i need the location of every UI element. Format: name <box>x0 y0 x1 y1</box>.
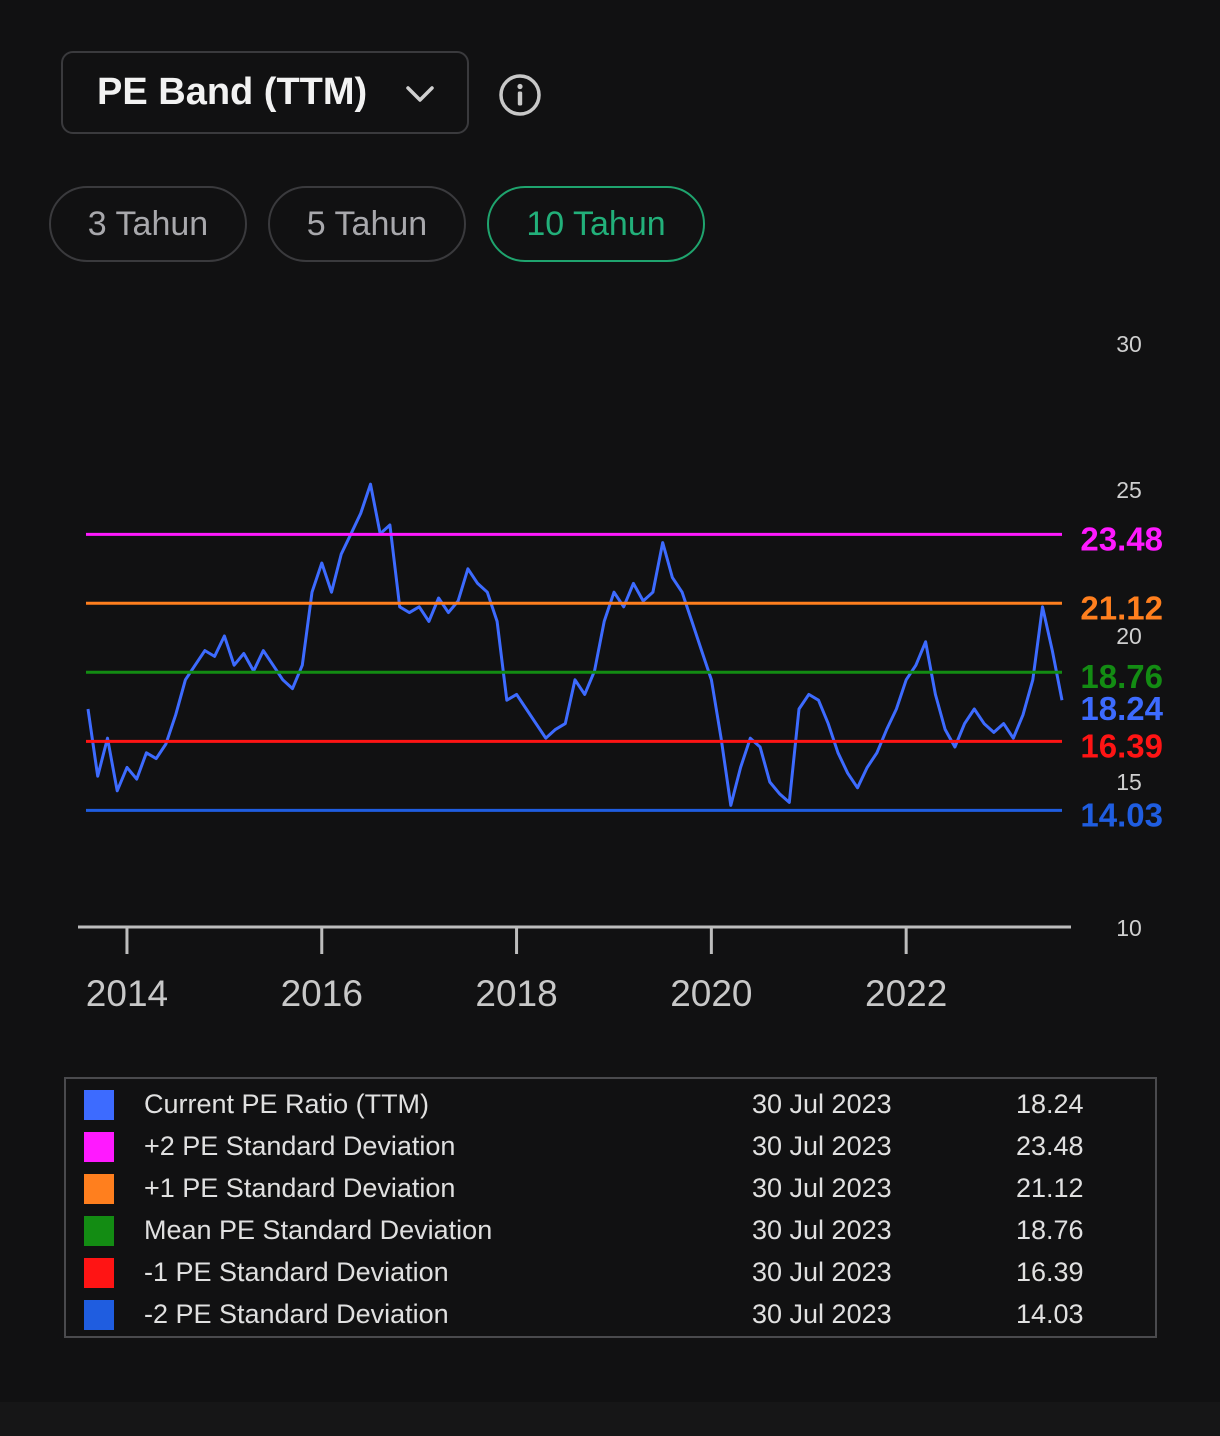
tab-5-tahun[interactable]: 5 Tahun <box>268 186 466 262</box>
legend-series-name: -1 PE Standard Deviation <box>144 1257 449 1287</box>
y-tick-label: 20 <box>1116 623 1142 649</box>
legend-swatch <box>84 1132 114 1162</box>
current-pe-label: 18.24 <box>1080 690 1163 727</box>
metric-dropdown-label: PE Band (TTM) <box>97 71 368 113</box>
legend-value: 18.24 <box>1016 1089 1084 1119</box>
legend-value: 16.39 <box>1016 1257 1084 1287</box>
y-tick-label: 10 <box>1116 915 1142 941</box>
band-label-minus2: 14.03 <box>1080 796 1163 833</box>
legend-row: -2 PE Standard Deviation 30 Jul 2023 14.03 <box>66 1294 1155 1336</box>
y-tick-label: 15 <box>1116 769 1142 795</box>
legend-series-name: -2 PE Standard Deviation <box>144 1299 449 1329</box>
legend-series-name: +2 PE Standard Deviation <box>144 1131 456 1161</box>
legend-row: Mean PE Standard Deviation 30 Jul 2023 18.… <box>66 1210 1155 1252</box>
legend-series-name: Mean PE Standard Deviation <box>144 1215 493 1245</box>
legend-swatch <box>84 1300 114 1330</box>
legend-date: 30 Jul 2023 <box>752 1215 892 1245</box>
metric-dropdown[interactable]: PE Band (TTM) <box>61 51 469 134</box>
legend-row: +2 PE Standard Deviation 30 Jul 2023 23.48 <box>66 1126 1155 1168</box>
band-label-plus2: 23.48 <box>1080 520 1163 557</box>
legend-date: 30 Jul 2023 <box>752 1089 892 1119</box>
tab-10-tahun[interactable]: 10 Tahun <box>487 186 705 262</box>
legend-value: 23.48 <box>1016 1131 1084 1161</box>
x-tick-label: 2018 <box>475 973 557 1014</box>
legend-row: Current PE Ratio (TTM) 30 Jul 2023 18.24 <box>66 1084 1155 1126</box>
bottom-bar <box>0 1402 1220 1436</box>
pe-band-chart: 30 25 20 15 10 2014 2016 2018 2020 2022 23.48 21.12… <box>78 331 1164 1014</box>
legend-swatch <box>84 1216 114 1246</box>
legend-series-name: Current PE Ratio (TTM) <box>144 1089 430 1119</box>
legend-value: 21.12 <box>1016 1173 1084 1203</box>
legend-date: 30 Jul 2023 <box>752 1173 892 1203</box>
chevron-down-icon <box>406 86 434 102</box>
legend-table: Current PE Ratio (TTM) 30 Jul 2023 18.24 +2… <box>64 1077 1157 1338</box>
legend-swatch <box>84 1258 114 1288</box>
legend-date: 30 Jul 2023 <box>752 1299 892 1329</box>
legend-value: 14.03 <box>1016 1299 1084 1329</box>
x-tick-label: 2020 <box>670 973 752 1014</box>
band-label-plus1: 21.12 <box>1080 589 1163 626</box>
legend-series-name: +1 PE Standard Deviation <box>144 1173 456 1203</box>
legend-swatch <box>84 1174 114 1204</box>
legend-row: +1 PE Standard Deviation 30 Jul 2023 21.12 <box>66 1168 1155 1210</box>
legend-value: 18.76 <box>1016 1215 1084 1245</box>
y-tick-label: 30 <box>1116 331 1142 357</box>
current-pe-line <box>86 482 1064 807</box>
legend-swatch <box>84 1090 114 1120</box>
band-label-mean: 18.76 <box>1080 658 1163 695</box>
legend-date: 30 Jul 2023 <box>752 1257 892 1287</box>
legend-date: 30 Jul 2023 <box>752 1131 892 1161</box>
x-tick-label: 2014 <box>86 973 168 1014</box>
tab-3-tahun[interactable]: 3 Tahun <box>49 186 247 262</box>
band-label-minus1: 16.39 <box>1080 727 1163 764</box>
x-tick-label: 2016 <box>281 973 363 1014</box>
info-icon[interactable] <box>498 73 542 117</box>
x-tick-label: 2022 <box>865 973 947 1014</box>
y-tick-label: 25 <box>1116 477 1142 503</box>
legend-row: -1 PE Standard Deviation 30 Jul 2023 16.39 <box>66 1252 1155 1294</box>
